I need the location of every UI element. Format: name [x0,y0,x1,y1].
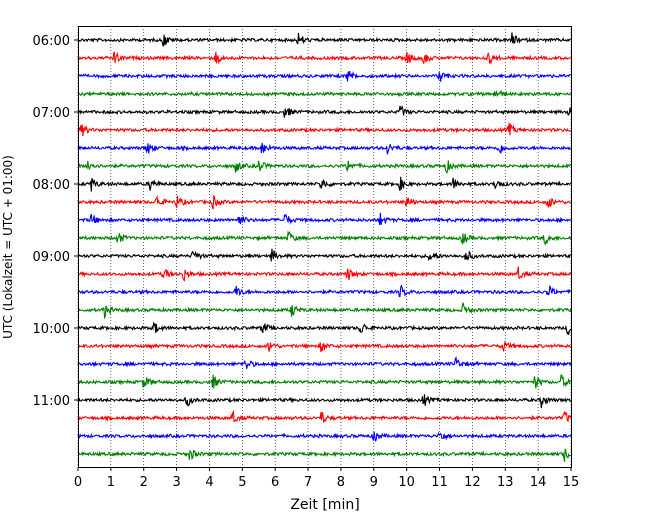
x-axis-label: Zeit [min] [290,497,359,513]
x-tick-label: 14 [530,475,547,490]
x-tick-label: 0 [74,475,82,490]
trace-1000 [77,321,572,335]
trace-1145 [77,448,571,462]
x-tick-label: 5 [238,475,246,490]
x-tick-label: 1 [107,475,115,490]
trace-0745 [77,160,572,175]
x-tick-label: 8 [337,475,345,490]
x-tick-label: 13 [497,475,514,490]
x-ticks: 0 1 2 3 4 5 6 7 8 9 10 11 12 13 14 15 [74,467,579,490]
y-axis-label: UTC (Lokalzeit = UTC + 01:00) [1,155,15,339]
trace-1100 [77,394,572,409]
trace-0830 [77,212,572,225]
y-ticks: 06:00 07:00 08:00 09:00 10:00 11:00 [33,34,78,409]
trace-0700 [77,105,572,118]
trace-0800 [77,176,572,192]
x-tick-label: 10 [398,475,415,490]
trace-1015 [77,339,571,353]
trace-0915 [77,266,572,282]
x-tick-label: 9 [370,475,378,490]
y-tick-label: 08:00 [33,178,70,193]
x-tick-label: 11 [431,475,448,490]
trace-1030 [77,356,572,369]
x-tick-label: 3 [172,475,180,490]
trace-0600 [77,32,572,47]
x-tick-label: 7 [304,475,312,490]
x-tick-label: 12 [464,475,481,490]
trace-0900 [77,248,572,262]
trace-0630 [77,70,571,82]
trace-0645 [77,89,572,98]
y-tick-label: 06:00 [33,34,70,49]
trace-1115 [77,409,572,423]
traces [77,32,572,462]
trace-0715 [77,122,572,137]
x-tick-label: 4 [205,475,213,490]
y-tick-label: 07:00 [33,106,70,121]
trace-0945 [78,302,572,320]
trace-1130 [77,431,572,442]
trace-1045 [77,374,571,389]
trace-0615 [77,50,572,65]
x-tick-label: 6 [271,475,279,490]
y-tick-label: 11:00 [33,394,70,409]
y-tick-label: 10:00 [33,322,70,337]
plot-frame [78,26,572,468]
trace-0930 [77,284,571,298]
y-tick-label: 09:00 [33,250,70,265]
trace-0815 [77,194,571,210]
x-tick-label: 2 [140,475,148,490]
trace-0845 [77,230,572,246]
trace-0730 [77,142,572,155]
x-tick-label: 15 [563,475,580,490]
